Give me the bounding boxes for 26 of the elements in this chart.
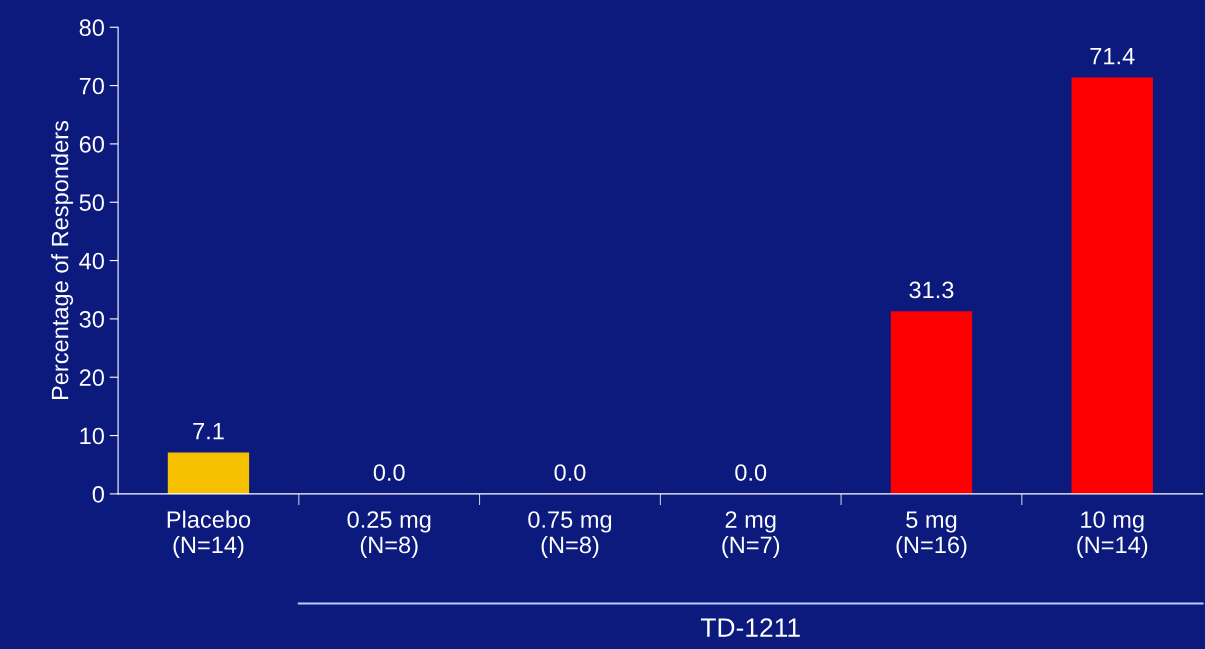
x-axis-title: TD-1211 [700,618,800,637]
y-tick-label: 80 [79,19,104,37]
data-label: 31.3 [909,281,954,299]
y-tick-label: 0 [92,485,104,503]
y-tick-label: 30 [79,310,104,328]
bar [167,452,250,494]
data-label: 7.1 [193,423,224,440]
y-tick-label: 20 [79,369,104,387]
x-tick-label: Placebo (N=14) [167,510,251,558]
y-tick-label: 70 [79,77,104,95]
bar [1071,77,1153,494]
x-tick-label: 10 mg (N=14) [1077,511,1148,558]
x-tick-label: 0.75 mg (N=8) [528,511,612,558]
y-tick-label: 10 [80,427,104,445]
x-tick-label: 5 mg (N=16) [896,511,967,558]
x-tick-label: 2 mg (N=7) [722,511,780,558]
x-tick-label: 0.25 mg (N=8) [347,511,431,558]
y-axis-title: Percentage of Responders [51,120,74,400]
y-tick-label: 60 [79,135,104,153]
data-label: 0.0 [373,464,405,481]
y-tick-label: 40 [79,252,104,270]
y-tick-label: 50 [79,194,104,212]
data-label: 0.0 [735,464,767,481]
data-label: 71.4 [1090,47,1135,65]
bar [890,311,973,494]
data-label: 0.0 [554,464,586,481]
